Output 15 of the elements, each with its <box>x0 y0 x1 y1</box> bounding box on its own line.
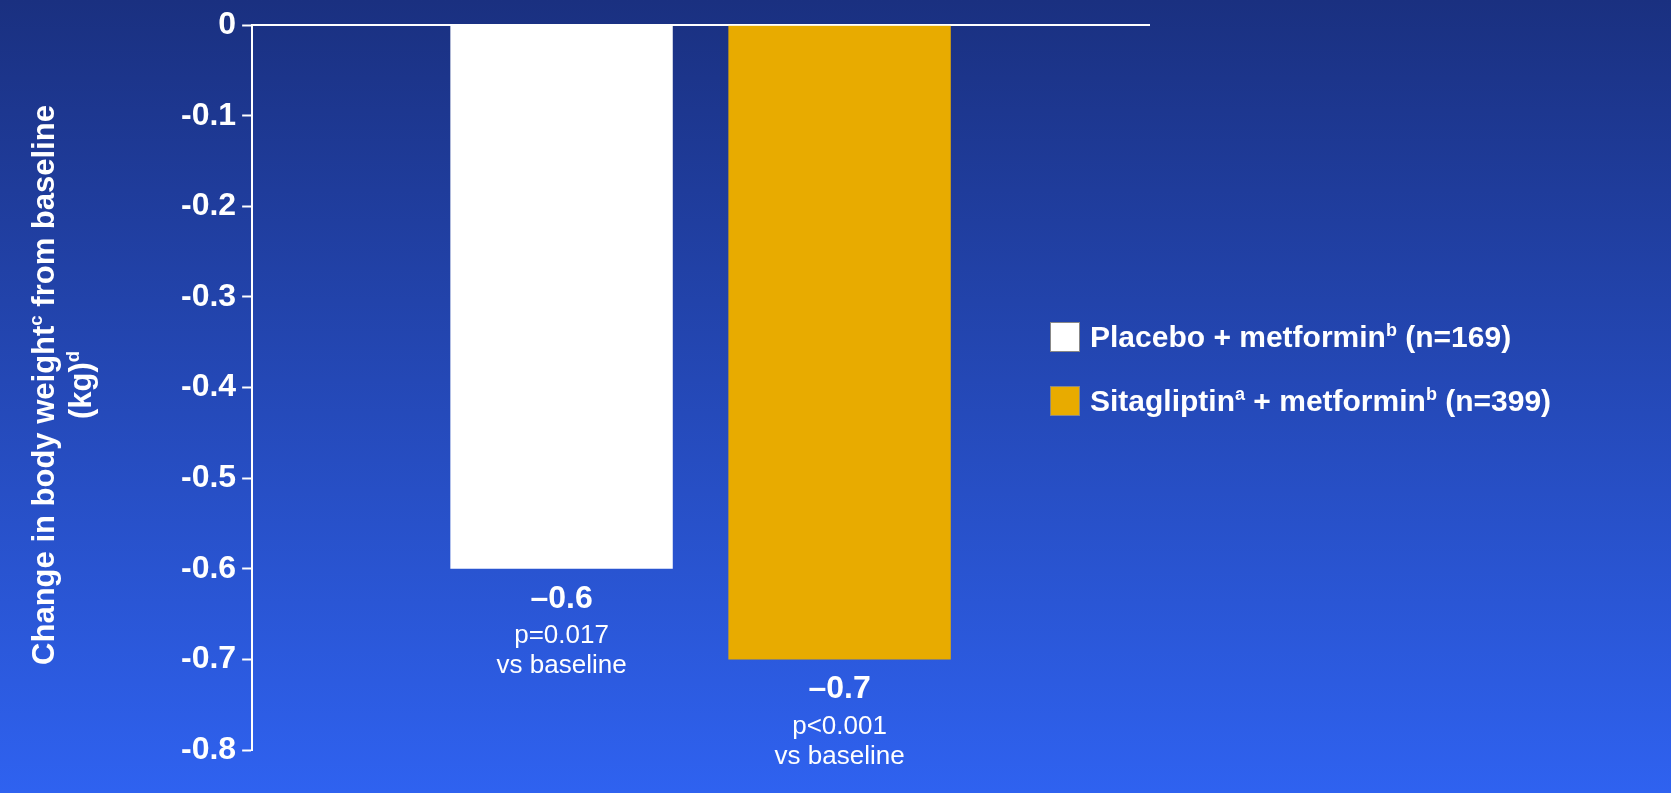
y-tick-label: -0.6 <box>181 548 237 585</box>
y-tick-label: -0.2 <box>181 186 237 223</box>
y-tick-label: -0.4 <box>181 367 237 404</box>
y-tick-label: 0 <box>218 5 237 42</box>
y-tick-label: -0.7 <box>181 639 237 676</box>
annotation: p=0.017 vs baseline <box>496 618 627 679</box>
data-label: –0.7 <box>808 669 871 706</box>
y-tick-label: -0.1 <box>181 95 237 132</box>
y-tick-label: -0.8 <box>181 729 237 766</box>
data-label: –0.6 <box>530 578 593 615</box>
legend-label: Placebo + metformin$^{b}$ (n=169) <box>1090 320 1512 354</box>
annotation: p<0.001 vs baseline <box>774 709 905 770</box>
y-tick-label: -0.5 <box>181 458 237 495</box>
y-tick-label: -0.3 <box>181 276 237 313</box>
text: Sitagliptin$^{a}$ + metformin$^{b}$ (n=399) <box>1090 384 1552 418</box>
